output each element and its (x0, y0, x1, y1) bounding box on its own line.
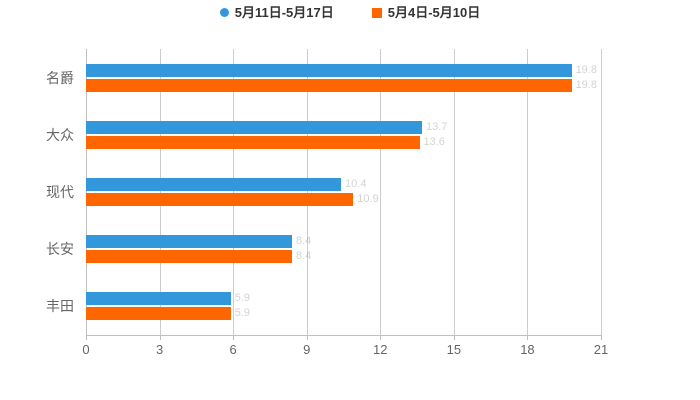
bar-series1-row3[interactable]: 10.4 (86, 178, 366, 191)
x-tick-label-9: 9 (303, 342, 311, 357)
category-rows: 名爵 19.8 19.8 大众 13.7 13.6 现代 10.4 10.9 长安 8.4 8.4 丰田… (46, 49, 601, 335)
legend-circle-marker-icon (219, 8, 229, 17)
category-label-2: 大众 (46, 126, 74, 143)
bar-value-label: 19.8 (575, 78, 597, 91)
x-tick-18 (527, 336, 529, 340)
bar-series2-row3[interactable]: 10.9 (86, 193, 379, 206)
bar-value-label: 5.9 (234, 307, 250, 320)
bar-series1-row5[interactable]: 5.9 (86, 292, 250, 306)
x-tick-label-18: 18 (520, 342, 535, 357)
bar-series2-row4[interactable]: 8.4 (86, 250, 311, 264)
gridline-9 (306, 49, 308, 335)
legend-label-may4-10: 5月4日-5月10日 (387, 5, 481, 20)
bar-value-label: 19.8 (575, 63, 597, 76)
x-tick-label-15: 15 (446, 342, 462, 357)
chart-legend: 5月11日-5月17日 5月4日-5月10日 (0, 5, 700, 20)
bar-series1-row1[interactable]: 19.8 (86, 63, 597, 77)
x-tick-21 (601, 336, 602, 340)
gridline-21 (601, 49, 602, 335)
x-tick-6 (233, 336, 235, 340)
bar-series2-row2[interactable]: 13.6 (86, 135, 445, 149)
bar-value-label: 5.9 (234, 292, 250, 305)
bar-series2-row5[interactable]: 5.9 (86, 307, 250, 321)
category-row-4: 长安 8.4 8.4 (46, 221, 601, 278)
bar-value-label: 8.4 (296, 250, 312, 263)
x-tick-12 (380, 336, 382, 340)
x-tick-3 (159, 336, 161, 340)
category-row-3: 现代 10.4 10.9 (46, 163, 601, 220)
x-tick-label-21: 21 (593, 342, 609, 357)
gridline-18 (527, 49, 529, 335)
x-tick-label-6: 6 (229, 342, 237, 357)
category-row-1: 名爵 19.8 19.8 (46, 49, 601, 106)
x-tick-label-12: 12 (373, 342, 388, 357)
legend-item-may11-17[interactable]: 5月11日-5月17日 (219, 5, 334, 20)
x-tick-9 (306, 336, 308, 340)
legend-square-marker-icon (371, 7, 382, 18)
gridline-15 (453, 49, 455, 335)
bar-value-label: 8.4 (296, 235, 312, 248)
bar-value-label: 13.7 (425, 120, 448, 133)
x-tick-label-3: 3 (155, 342, 164, 357)
gridline-3 (159, 49, 161, 335)
bar-value-label: 10.9 (357, 193, 379, 205)
x-tick-0 (86, 336, 87, 340)
category-row-2: 大众 13.7 13.6 (46, 106, 601, 163)
category-label-4: 长安 (46, 241, 74, 258)
category-label-3: 现代 (46, 184, 74, 200)
gridline-12 (380, 49, 382, 335)
bar-value-label: 13.6 (423, 135, 445, 148)
legend-item-may4-10[interactable]: 5月4日-5月10日 (371, 5, 481, 20)
category-label-5: 丰田 (46, 298, 74, 315)
plot-area: 名爵 19.8 19.8 大众 13.7 13.6 现代 10.4 10.9 长安 8.4 8.4 丰田… (46, 49, 608, 357)
category-row-5: 丰田 5.9 5.9 (46, 278, 601, 335)
bar-series2-row1[interactable]: 19.8 (86, 78, 597, 92)
bar-series1-row4[interactable]: 8.4 (86, 235, 311, 249)
x-tick-label-0: 0 (82, 342, 90, 357)
gridline-6 (233, 49, 235, 335)
bar-value-label: 10.4 (345, 178, 367, 190)
legend-label-may11-17: 5月11日-5月17日 (234, 5, 334, 20)
x-tick-15 (453, 336, 455, 340)
category-label-1: 名爵 (46, 69, 74, 86)
y-axis-line (86, 49, 87, 335)
x-axis-line (86, 335, 602, 336)
bar-series1-row2[interactable]: 13.7 (86, 120, 447, 134)
